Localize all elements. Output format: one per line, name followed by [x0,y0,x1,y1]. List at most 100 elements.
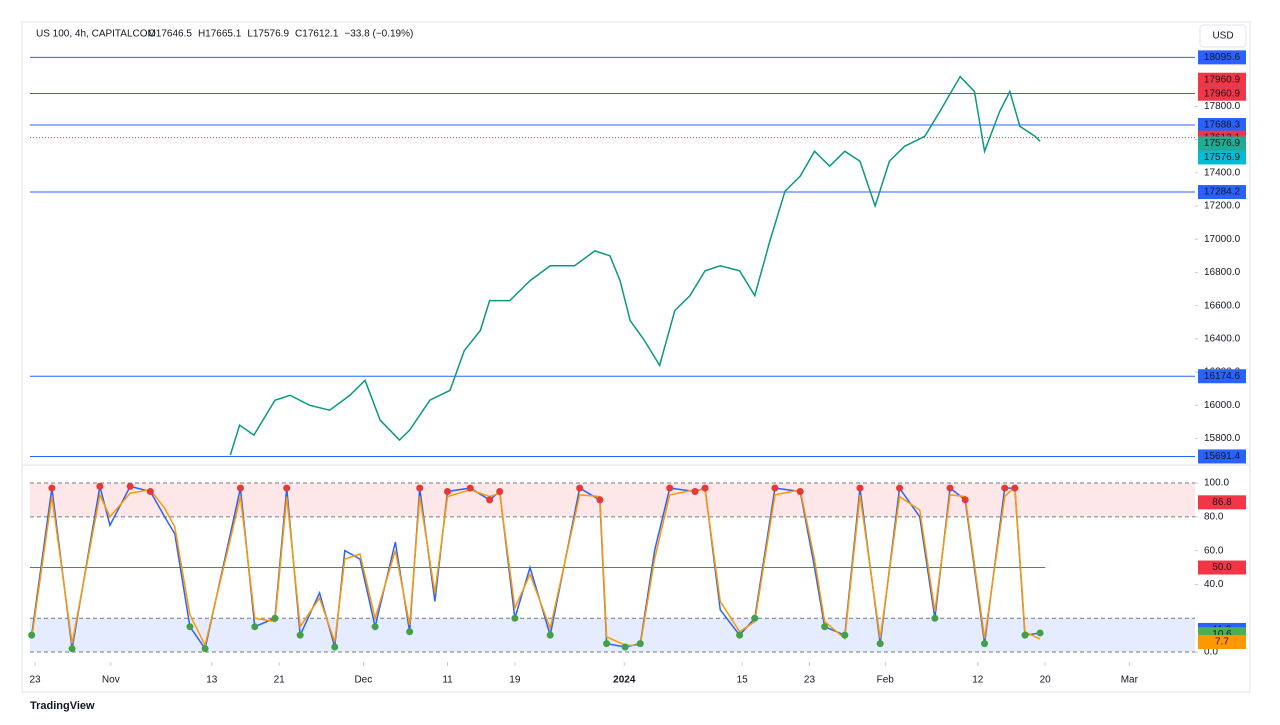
x-tick-label: Feb [877,675,895,686]
oversold-dot [68,645,76,653]
oversold-dot [331,643,339,651]
oversold-dot [201,645,209,653]
overbought-dot [96,482,104,490]
overbought-dot [466,484,474,492]
price-badge [1198,136,1246,151]
oversold-dot [751,614,759,622]
x-tick-label: 15 [737,675,749,686]
overbought-dot [666,484,674,492]
overbought-dot [146,487,154,495]
overbought-dot [1001,484,1009,492]
y-tick-label: 40.0 [1204,579,1224,590]
oversold-dot [1036,629,1044,637]
x-tick-label: Dec [354,675,372,686]
series-line [229,75,1041,456]
oversold-dot [636,640,644,648]
overbought-dot [486,496,494,504]
band [30,483,1195,517]
price-badge [1198,72,1246,87]
y-tick-label: 15800.0 [1204,433,1241,444]
oversold-dot [841,631,849,639]
oversold-dot [621,643,629,651]
x-tick-label: Mar [1121,675,1139,686]
overbought-dot [126,482,134,490]
price-badge-label: 17688.3 [1204,120,1241,131]
ohlc-value: H17665.1 [198,29,242,40]
overbought-dot [576,484,584,492]
overbought-dot [896,484,904,492]
overbought-dot [496,487,504,495]
x-tick-label: 21 [274,675,286,686]
symbol: US 100, 4h, CAPITALCOM [36,29,156,40]
price-badge-label: 16174.6 [1204,371,1241,382]
oversold-dot [546,631,554,639]
oversold-dot [271,614,279,622]
price-badge [1198,449,1246,464]
oversold-dot [981,640,989,648]
oversold-dot [251,623,259,631]
price-badge-label: 18095.6 [1204,52,1241,63]
oversold-dot [511,614,519,622]
oversold-dot [186,623,194,631]
overbought-dot [48,484,56,492]
oversold-dot [736,631,744,639]
price-badge [1198,150,1246,165]
currency-button[interactable] [1199,24,1247,48]
price-badge-label: 50.0 [1212,562,1232,573]
x-tick-label: 23 [804,675,816,686]
price-badge [1198,560,1246,575]
overbought-dot [283,484,291,492]
price-badge-label: 17576.9 [1204,138,1241,149]
y-tick-label: 16600.0 [1204,300,1241,311]
x-tick-label: 20 [1040,675,1052,686]
x-tick-label: 11 [442,675,453,686]
x-tick-label: 19 [509,675,521,686]
y-tick-label: 16000.0 [1204,400,1241,411]
ohlc-value: O17646.5 [148,29,192,40]
overbought-dot [444,487,452,495]
overbought-dot [856,484,864,492]
price-badge-label: 7.7 [1215,637,1229,648]
frame [21,21,1251,693]
y-tick-label: 17000.0 [1204,234,1241,245]
ohlc-value: −33.8 (−0.19%) [344,29,413,40]
overbought-dot [796,487,804,495]
y-tick-label: 60.0 [1204,545,1224,556]
x-tick-label: 23 [29,675,41,686]
price-badge-label: 17284.2 [1204,187,1241,198]
y-tick-label: 16400.0 [1204,333,1241,344]
oversold-dot [931,614,939,622]
y-tick-label: 17200.0 [1204,201,1241,212]
currency[interactable]: USD [1212,31,1233,42]
oversold-dot [371,623,379,631]
overbought-dot [701,484,709,492]
price-badge-label: 17960.9 [1204,74,1241,85]
price-badge [1198,185,1246,200]
price-badge [1198,117,1246,132]
price-badge-label: 15691.4 [1204,451,1241,462]
price-badge-label: 17576.9 [1204,152,1241,163]
price-badge [1198,369,1246,384]
ohlc-value: L17576.9 [247,29,289,40]
price-badge-label: 10.6 [1212,629,1232,640]
band [30,618,1195,653]
oversold-dot [821,623,829,631]
y-tick-label: 17400.0 [1204,167,1241,178]
y-tick-label: 100.0 [1204,478,1229,489]
y-tick-label: 80.0 [1204,511,1224,522]
overbought-dot [596,496,604,504]
y-tick-label: 0.0 [1204,647,1218,658]
overbought-dot [961,496,969,504]
overbought-dot [771,484,779,492]
x-tick-label: Nov [102,675,120,686]
overbought-dot [1011,484,1019,492]
price-badge-label: 86.8 [1212,497,1232,508]
overbought-dot [946,484,954,492]
overbought-dot [416,484,424,492]
oversold-dot [603,640,611,648]
price-badge-label: 17960.9 [1204,88,1241,99]
price-badge [1198,495,1246,510]
x-tick-label: 12 [972,675,984,686]
x-tick-label: 2024 [613,675,636,686]
x-tick-label: 13 [206,675,218,686]
